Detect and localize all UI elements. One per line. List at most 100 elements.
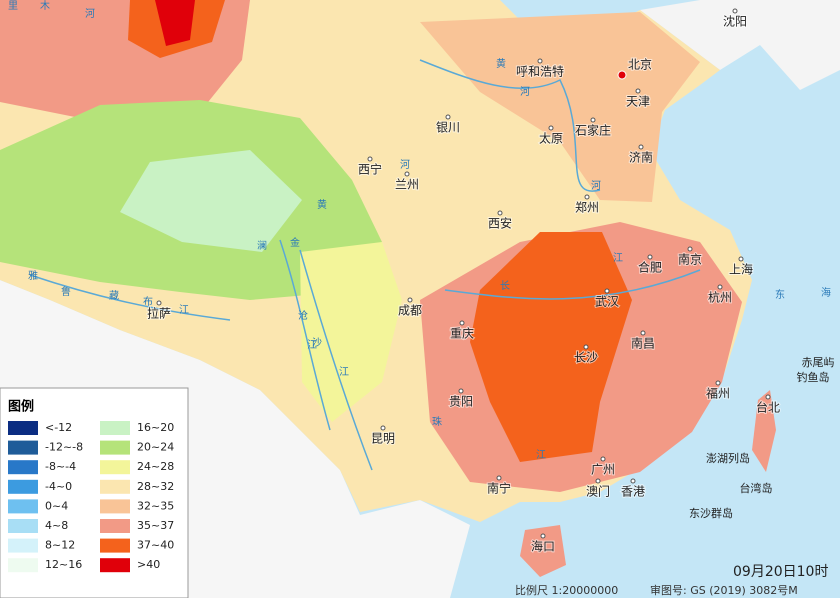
zone-37-40 (470, 232, 632, 462)
legend-swatch (8, 421, 38, 435)
zone-32-35 (420, 12, 700, 202)
water-label: 沙 (312, 337, 322, 349)
city-label: 西安 (488, 216, 512, 231)
legend-title: 图例 (8, 399, 34, 415)
city-label: 贵阳 (449, 395, 473, 409)
city-marker (156, 300, 162, 306)
legend-swatch (100, 499, 130, 514)
water-label: 布 (143, 296, 153, 308)
legend-swatch (100, 479, 130, 494)
city-marker (584, 194, 590, 200)
water-label: 珠 (432, 415, 442, 428)
city-marker (407, 297, 413, 303)
legend-swatch (8, 538, 38, 553)
legend-swatch (100, 421, 130, 435)
city-label: 天津 (626, 95, 650, 109)
legend-swatch (8, 499, 38, 514)
city-marker (404, 171, 410, 177)
city-label: 北京 (628, 58, 652, 72)
city-label: 银川 (436, 121, 460, 135)
city-label: 台北 (756, 400, 780, 415)
city-label: 呼和浩特 (516, 64, 564, 79)
city-marker (638, 144, 644, 150)
legend-swatch (8, 440, 38, 455)
island-label: 东沙群岛 (689, 506, 733, 520)
city-label: 郑州 (575, 200, 599, 215)
water-label: 江 (536, 449, 546, 461)
city-label: 海口 (531, 539, 555, 554)
legend-label: >40 (137, 558, 160, 571)
water-label: 澜 (257, 240, 267, 252)
city-marker (445, 114, 451, 120)
city-marker (604, 288, 610, 294)
city-marker (548, 125, 554, 131)
water-label: 江 (613, 252, 623, 264)
water-label: 江 (179, 304, 189, 316)
city-label: 昆明 (371, 432, 395, 446)
city-marker (540, 533, 546, 539)
water-label: 沧 (298, 309, 308, 322)
city-marker (497, 210, 503, 216)
zone-24-28 (300, 242, 402, 422)
city-label: 香港 (621, 485, 645, 499)
city-label: 澳门 (586, 484, 610, 499)
legend-swatch (100, 460, 130, 475)
island-label: 台湾岛 (740, 481, 773, 495)
legend-label: 37~40 (137, 539, 174, 552)
water-label: 木 (40, 0, 50, 12)
city-label: 南昌 (631, 336, 655, 351)
city-marker (583, 344, 589, 350)
water-label: 河 (85, 8, 95, 20)
city-label: 长沙 (574, 351, 598, 365)
water-label: 海 (821, 286, 831, 299)
city-label: 南宁 (487, 481, 511, 496)
legend-label: 20~24 (137, 441, 174, 454)
water-label: 里 (8, 0, 18, 12)
city-label: 合肥 (638, 260, 662, 275)
legend-swatch (100, 519, 130, 533)
city-marker (732, 8, 738, 14)
city-label: 武汉 (595, 295, 619, 309)
city-marker (635, 88, 641, 94)
city-marker (647, 254, 653, 260)
city-label: 重庆 (450, 327, 474, 341)
water-label: 雅 (28, 269, 38, 282)
hainan (520, 525, 566, 577)
city-marker (715, 380, 721, 386)
foreign-land (640, 0, 840, 90)
city-marker (595, 478, 601, 484)
capital-marker (617, 70, 627, 80)
legend-label: 16~20 (137, 421, 174, 434)
legend-label: 4~8 (45, 519, 68, 532)
water-label: 江 (339, 366, 349, 378)
timestamp: 09月20日10时 (733, 564, 828, 580)
city-label: 南京 (678, 252, 702, 267)
legend-swatch (8, 479, 38, 494)
city-marker (458, 388, 464, 394)
water-label: 藏 (109, 290, 119, 302)
legend-swatch (100, 538, 130, 553)
water-label: 河 (520, 86, 530, 98)
legend-swatch (100, 440, 130, 455)
legend-label: -8~-4 (45, 460, 76, 473)
water-label: 金 (290, 236, 300, 249)
legend-label: 32~35 (137, 499, 174, 512)
legend-label: 28~32 (137, 480, 174, 493)
island-label: 赤尾屿 (802, 356, 835, 369)
city-label: 福州 (706, 386, 730, 401)
water-label: 鲁 (61, 285, 71, 298)
scale-text: 比例尺 1:20000000 (515, 583, 618, 597)
city-label: 上海 (729, 262, 753, 277)
city-marker (687, 246, 693, 252)
city-label: 太原 (539, 131, 563, 146)
water-label: 河 (591, 180, 601, 192)
legend-label: 12~16 (45, 558, 82, 571)
city-marker (630, 478, 636, 484)
water-label: 河 (400, 159, 410, 171)
island-label: 澎湖列岛 (706, 451, 750, 465)
city-marker (537, 58, 543, 64)
city-marker (459, 320, 465, 326)
legend-swatch (100, 558, 130, 573)
city-label: 拉萨 (147, 306, 171, 321)
